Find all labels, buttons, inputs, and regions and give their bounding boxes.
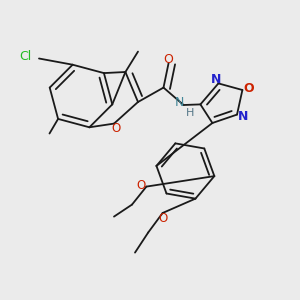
Text: N: N — [211, 73, 221, 86]
Text: O: O — [112, 122, 121, 135]
Text: Cl: Cl — [19, 50, 32, 64]
Text: O: O — [136, 178, 146, 192]
Text: O: O — [244, 82, 254, 95]
Text: O: O — [158, 212, 167, 225]
Text: O: O — [164, 52, 173, 66]
Text: H: H — [185, 107, 194, 118]
Text: N: N — [174, 96, 184, 109]
Text: N: N — [238, 110, 248, 123]
